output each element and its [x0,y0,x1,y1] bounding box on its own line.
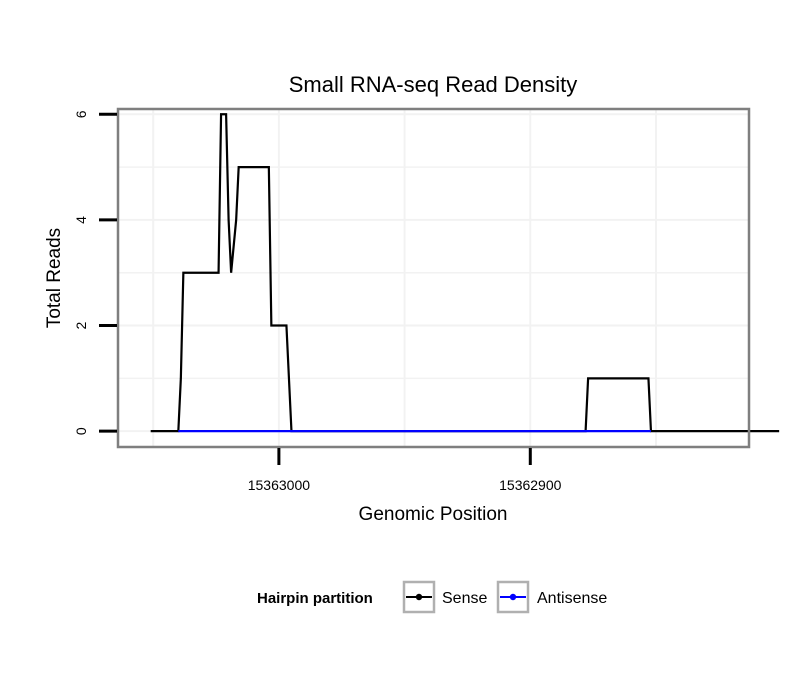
plot-border [116,107,751,449]
chart-title: Small RNA-seq Read Density [289,72,578,97]
y-tick-label: 6 [73,110,89,118]
x-tick-label: 15363000 [248,477,311,493]
series-layer [150,113,780,433]
legend-key-antisense-dot [509,593,517,601]
legend-label-sense: Sense [442,590,487,607]
legend-key-sense-dot [415,593,423,601]
x-axis: 15363000 15362900 [248,448,562,493]
y-tick-label: 4 [73,216,89,224]
y-axis: 0 2 4 6 [73,110,117,435]
x-tick-label: 15362900 [499,477,562,493]
y-axis-title: Total Reads [44,228,65,328]
y-tick-label: 2 [73,321,89,329]
legend-title: Hairpin partition [257,590,373,607]
legend: Hairpin partition Sense Antisense [257,580,607,614]
legend-label-antisense: Antisense [537,590,607,607]
plot-background [118,109,749,447]
series-line-sense [150,113,780,433]
x-axis-title: Genomic Position [359,504,508,525]
y-tick-label: 0 [73,427,89,435]
